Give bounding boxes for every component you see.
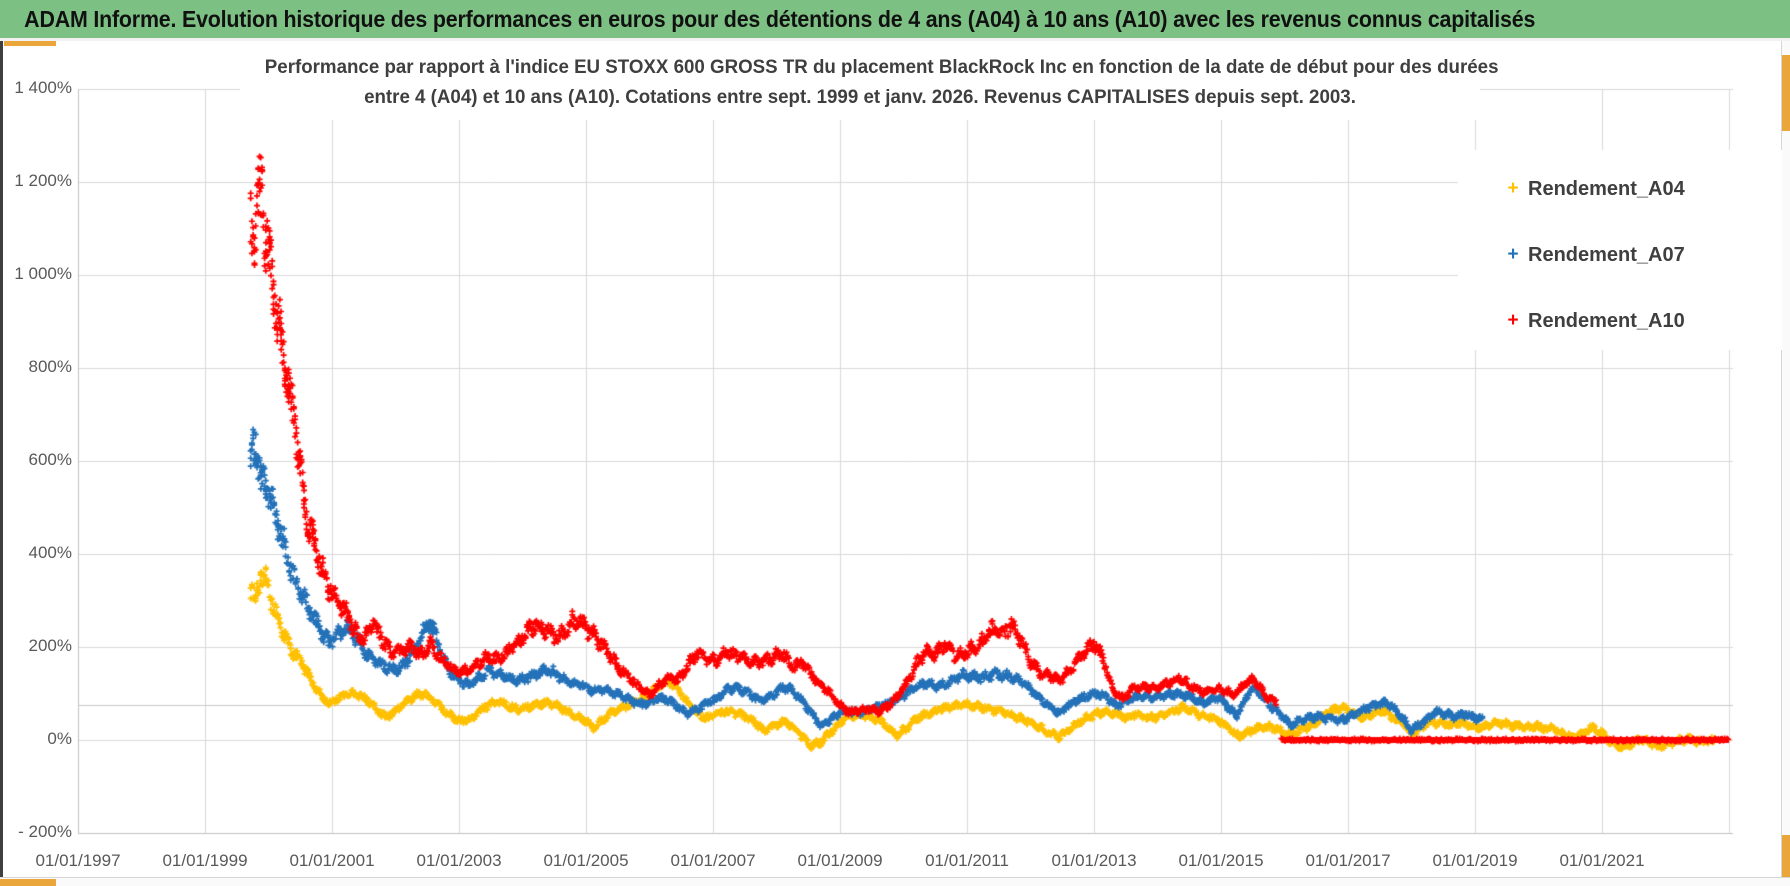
y-tick-label: 1 200% <box>14 171 72 190</box>
legend-plus-marker-icon: + <box>1507 310 1519 331</box>
header-bar: ADAM Informe. Evolution historique des p… <box>0 0 1790 41</box>
legend-label: Rendement_A07 <box>1528 243 1685 266</box>
y-tick-label: 1 400% <box>14 78 72 97</box>
tab-accent-strip <box>4 41 56 46</box>
x-tick-label: 01/01/2015 <box>1178 851 1264 870</box>
x-tick-label: 01/01/2019 <box>1432 851 1518 870</box>
chart-title: Performance par rapport à l'indice EU ST… <box>240 52 1499 120</box>
y-tick-label: 400% <box>28 543 72 562</box>
x-tick-label: 01/01/2005 <box>543 851 629 870</box>
y-tick-label: 0% <box>47 729 72 748</box>
scrollbar-corner-block <box>1782 835 1790 877</box>
x-tick-label: 01/01/2009 <box>797 851 883 870</box>
legend-label: Rendement_A10 <box>1528 309 1685 332</box>
legend-item-rendement_a10[interactable]: + Rendement_A10 <box>1504 306 1685 336</box>
vertical-scrollbar[interactable] <box>1781 41 1790 877</box>
window-left-border <box>0 41 3 886</box>
x-tick-label: 01/01/2021 <box>1559 851 1645 870</box>
x-tick-label: 01/01/2007 <box>670 851 756 870</box>
chart-title-line2: entre 4 (A04) et 10 ans (A10). Cotations… <box>364 86 1356 108</box>
x-tick-label: 01/01/2017 <box>1305 851 1391 870</box>
x-tick-label: 01/01/1999 <box>162 851 248 870</box>
legend-item-rendement_a04[interactable]: + Rendement_A04 <box>1504 174 1685 204</box>
y-tick-label: 600% <box>28 450 72 469</box>
x-tick-label: 01/01/2003 <box>416 851 502 870</box>
legend: + Rendement_A04 + Rendement_A07 + Rendement_A… <box>1458 150 1782 350</box>
legend-plus-marker-icon: + <box>1507 244 1519 265</box>
horizontal-scrollbar[interactable] <box>0 877 1790 886</box>
legend-label: Rendement_A04 <box>1528 177 1685 200</box>
y-tick-label: 1 000% <box>14 264 72 283</box>
x-tick-label: 01/01/2013 <box>1051 851 1137 870</box>
x-tick-label: 01/01/2001 <box>289 851 375 870</box>
y-tick-label: 800% <box>28 357 72 376</box>
legend-item-rendement_a07[interactable]: + Rendement_A07 <box>1504 240 1685 270</box>
horizontal-scrollbar-thumb[interactable] <box>0 879 56 886</box>
legend-plus-marker-icon: + <box>1507 178 1519 199</box>
y-tick-label: 200% <box>28 636 72 655</box>
y-tick-label: - 200% <box>18 822 72 841</box>
header-title: ADAM Informe. Evolution historique des p… <box>24 5 1536 32</box>
x-tick-label: 01/01/1997 <box>35 851 121 870</box>
chart-title-line1: Performance par rapport à l'indice EU ST… <box>264 56 1499 78</box>
vertical-scrollbar-thumb[interactable] <box>1782 55 1790 131</box>
x-tick-label: 01/01/2011 <box>925 851 1009 870</box>
